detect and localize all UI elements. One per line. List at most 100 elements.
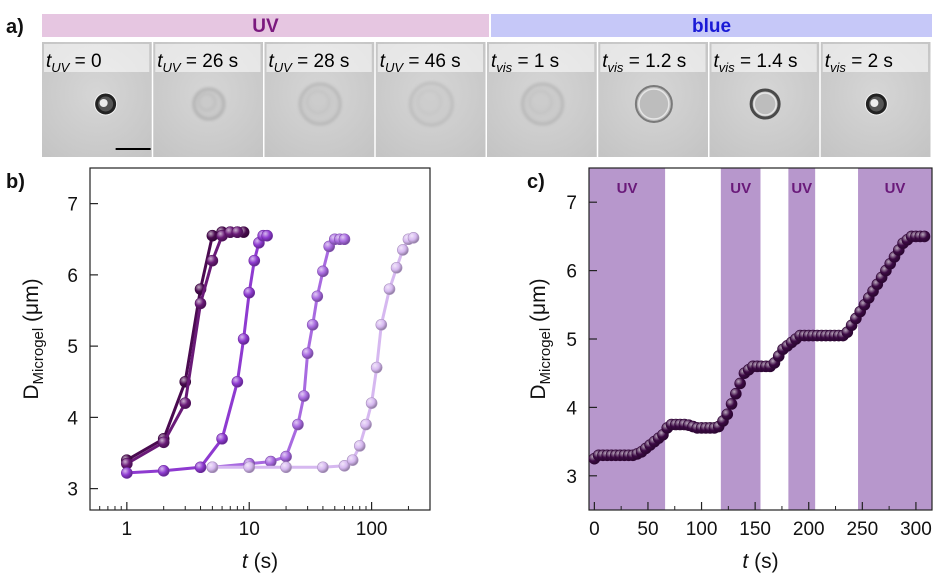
- x-tick-label: 50: [637, 519, 658, 540]
- data-point: [725, 398, 738, 410]
- microgel-particle: [749, 88, 781, 120]
- data-point: [397, 244, 409, 256]
- panel-c-letter: c): [527, 171, 545, 193]
- data-point: [383, 283, 396, 295]
- data-point: [730, 387, 742, 400]
- y-tick-label: 5: [566, 330, 577, 351]
- data-point: [407, 232, 420, 244]
- microgel-particle: [634, 85, 673, 123]
- series-2: [121, 229, 273, 479]
- microscopy-frames: tUV = 0 tUV = 26 s tUV = 28 s tUV = 46 s tvi…: [42, 42, 931, 157]
- series-4: [206, 232, 420, 474]
- data-point: [360, 418, 372, 431]
- frame-label: tvis = 2 s: [825, 51, 893, 75]
- data-point: [231, 226, 244, 238]
- data-point: [231, 375, 244, 388]
- x-tick-label: 10: [239, 519, 260, 540]
- x-tick-label: 1: [122, 519, 133, 540]
- y-tick-label: 5: [67, 337, 78, 358]
- data-point: [194, 461, 207, 474]
- series-0: [588, 230, 931, 465]
- data-point: [298, 390, 310, 402]
- data-point: [243, 461, 256, 474]
- data-point: [206, 254, 219, 267]
- y-axis-label: DMicrogel (μm): [20, 278, 47, 399]
- label-backdrop: [489, 44, 595, 72]
- data-point: [206, 461, 219, 474]
- frame-label: tUV = 46 s: [380, 51, 461, 75]
- data-point: [365, 397, 378, 409]
- data-point: [264, 455, 277, 468]
- frame-label: tvis = 1 s: [491, 51, 559, 75]
- microgel-particle: [409, 82, 454, 126]
- y-tick-label: 3: [67, 480, 78, 501]
- data-point: [237, 333, 250, 345]
- microgel-particle: [192, 88, 225, 120]
- label-backdrop: [822, 44, 928, 72]
- series-0: [121, 226, 250, 466]
- data-point: [121, 467, 133, 479]
- x-tick-label: 300: [900, 519, 932, 540]
- y-axis-label: DMicrogel (μm): [527, 278, 554, 399]
- illumination-bands: UV blue: [42, 14, 932, 37]
- series-line: [126, 234, 268, 475]
- band-label: UV: [252, 16, 279, 37]
- uv-shading: [858, 168, 932, 510]
- band-label: blue: [692, 16, 731, 37]
- label-backdrop: [155, 44, 261, 72]
- band-UV: [42, 14, 489, 37]
- data-point: [157, 465, 170, 477]
- label-backdrop: [44, 44, 150, 72]
- data-point: [353, 440, 366, 452]
- frame-2: tUV = 28 s: [264, 42, 375, 157]
- series-line: [212, 236, 414, 469]
- frame-1: tUV = 26 s: [153, 42, 263, 157]
- y-tick-label: 4: [67, 408, 78, 429]
- frame-4: tvis = 1 s: [487, 42, 597, 157]
- data-point: [157, 436, 170, 449]
- uv-shading: [720, 168, 761, 510]
- frame-label: tvis = 1.2 s: [602, 51, 686, 75]
- data-point: [301, 347, 314, 360]
- y-tick-label: 4: [566, 398, 577, 419]
- series-line: [126, 230, 238, 465]
- uv-label: UV: [617, 180, 638, 197]
- uv-label: UV: [791, 180, 812, 197]
- x-axis-label: t (s): [742, 550, 778, 573]
- data-point: [248, 254, 261, 267]
- series-3: [206, 233, 351, 474]
- y-tick-label: 6: [566, 262, 577, 283]
- frame-label: tUV = 26 s: [157, 51, 238, 75]
- data-point: [216, 432, 228, 445]
- data-point: [280, 450, 292, 463]
- data-point: [390, 261, 403, 274]
- y-tick-label: 6: [67, 266, 78, 287]
- data-point: [179, 397, 192, 409]
- frame-7: tvis = 2 s: [820, 42, 931, 157]
- data-point: [280, 461, 292, 474]
- y-tick-label: 3: [566, 467, 577, 488]
- plot-frame: [89, 167, 431, 511]
- data-point: [721, 408, 734, 421]
- frame-label: tvis = 1.4 s: [714, 51, 798, 75]
- data-point: [734, 377, 746, 390]
- label-backdrop: [266, 44, 372, 72]
- data-point: [346, 454, 359, 466]
- data-point: [261, 229, 273, 242]
- uv-label: UV: [885, 180, 906, 197]
- data-point: [375, 318, 388, 331]
- panel-a-letter: a): [6, 16, 24, 38]
- label-backdrop: [711, 44, 817, 72]
- microgel-particle: [864, 92, 888, 116]
- microgel-particle: [94, 92, 118, 116]
- data-point: [311, 290, 324, 303]
- series-1: [121, 226, 244, 470]
- microgel-particle: [521, 83, 564, 125]
- data-point: [306, 318, 319, 331]
- band-blue: [491, 14, 932, 37]
- uv-label: UV: [730, 180, 751, 197]
- data-point: [338, 233, 351, 246]
- x-tick-label: 100: [686, 519, 718, 540]
- data-point: [338, 460, 351, 472]
